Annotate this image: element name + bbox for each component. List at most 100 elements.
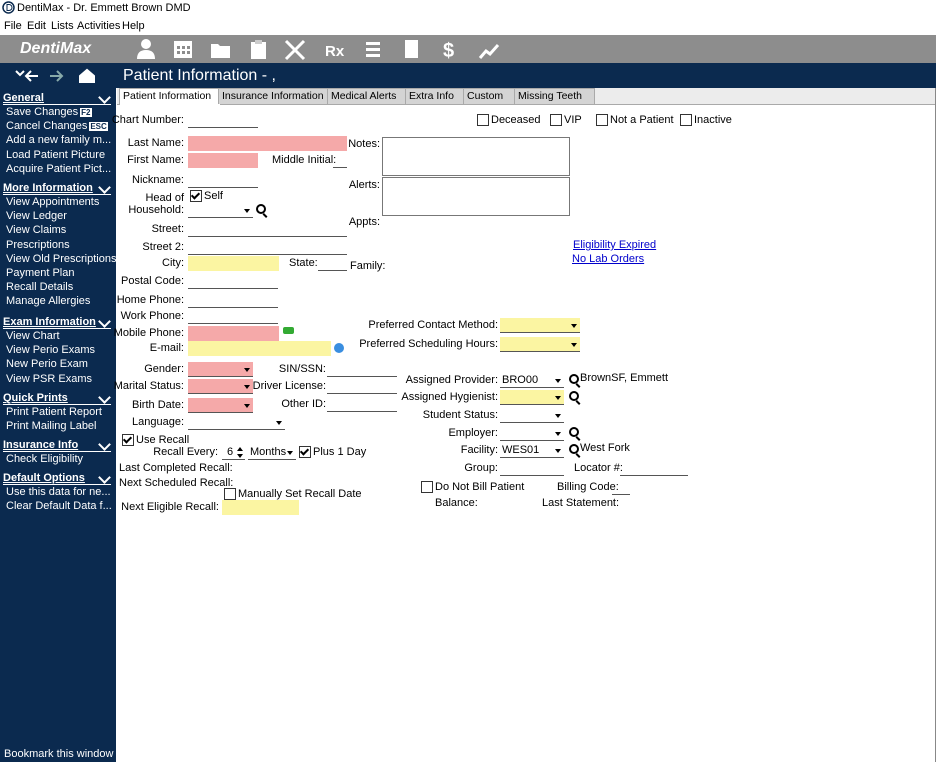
dropdown[interactable] <box>188 415 285 430</box>
checkbox[interactable] <box>477 114 489 126</box>
text-input[interactable] <box>188 153 258 168</box>
sidebar-item[interactable]: View Chart <box>6 329 60 343</box>
text-input[interactable] <box>188 309 278 324</box>
list-icon[interactable] <box>366 42 380 57</box>
text-input[interactable] <box>188 293 278 308</box>
sidebar-item[interactable]: Recall Details <box>6 280 73 294</box>
sidebar-item[interactable]: Payment Plan <box>6 266 74 280</box>
sidebar-item[interactable]: Load Patient Picture <box>6 148 105 162</box>
tools-icon[interactable] <box>284 39 306 61</box>
menu-item[interactable]: Help <box>122 20 145 32</box>
document-icon[interactable] <box>405 40 418 58</box>
ledger-icon[interactable]: $ <box>443 40 454 62</box>
tab[interactable]: Insurance Information <box>218 88 330 104</box>
sidebar-item[interactable]: New Perio Exam <box>6 357 88 371</box>
menu-item[interactable]: Activities <box>77 20 121 32</box>
dropdown[interactable] <box>248 445 296 460</box>
menu-item[interactable]: Edit <box>27 20 46 32</box>
sidebar-item[interactable]: Print Patient Report <box>6 405 102 419</box>
clipboard-icon[interactable] <box>251 40 266 59</box>
text-input[interactable] <box>188 222 347 237</box>
rx-icon[interactable]: Rx <box>325 43 345 60</box>
text-input[interactable] <box>327 397 397 412</box>
dropdown[interactable] <box>500 337 580 352</box>
search-button[interactable] <box>569 391 581 405</box>
search-button[interactable] <box>256 204 268 218</box>
sidebar-item[interactable]: Add a new family m... <box>6 133 111 147</box>
dropdown[interactable] <box>500 390 564 405</box>
text-input[interactable] <box>612 480 630 495</box>
sidebar-item[interactable]: Prescriptions <box>6 238 70 252</box>
bookmark-link[interactable]: Bookmark this window <box>4 748 114 760</box>
text-input[interactable] <box>318 256 347 271</box>
eligibility-link[interactable]: Eligibility Expired <box>573 239 657 251</box>
folder-icon[interactable] <box>211 44 230 58</box>
text-input[interactable] <box>188 240 347 255</box>
dropdown[interactable] <box>500 318 580 333</box>
text-input[interactable] <box>222 500 299 515</box>
text-input[interactable] <box>188 113 258 128</box>
sidebar-item[interactable]: Cancel Changes ESC <box>6 119 108 134</box>
checkbox[interactable] <box>550 114 562 126</box>
text-input[interactable] <box>188 274 278 289</box>
section-title[interactable]: Quick Prints <box>3 392 68 404</box>
text-input[interactable] <box>327 379 397 394</box>
sidebar-item[interactable]: View Appointments <box>6 195 99 209</box>
search-button[interactable] <box>569 444 581 458</box>
text-input[interactable] <box>188 256 279 271</box>
text-input[interactable] <box>188 173 258 188</box>
lab-orders-link[interactable]: No Lab Orders <box>572 253 645 265</box>
chart-icon[interactable] <box>478 44 500 59</box>
checkbox[interactable] <box>596 114 608 126</box>
tab[interactable]: Missing Teeth <box>514 88 595 104</box>
section-title[interactable]: Insurance Info <box>3 439 79 451</box>
chevron[interactable] <box>98 391 111 404</box>
checkbox[interactable] <box>122 434 134 446</box>
sidebar-item[interactable]: Acquire Patient Pict... <box>6 162 111 176</box>
text-input[interactable] <box>333 153 347 168</box>
checkbox[interactable] <box>680 114 692 126</box>
sidebar-item[interactable]: Clear Default Data f... <box>6 499 112 513</box>
calendar-icon[interactable] <box>174 41 192 58</box>
text-input[interactable] <box>188 326 279 341</box>
dropdown[interactable] <box>500 426 564 441</box>
chevron[interactable] <box>98 315 111 328</box>
sidebar-item[interactable]: View Old Prescriptions <box>6 252 116 266</box>
checkbox[interactable] <box>190 190 202 202</box>
chevron[interactable] <box>98 471 111 484</box>
dropdown[interactable] <box>188 203 253 218</box>
menu-item[interactable]: Lists <box>51 20 74 32</box>
nav-arrows[interactable] <box>14 67 96 85</box>
sidebar-item[interactable]: Check Eligibility <box>6 452 83 466</box>
sidebar-item[interactable]: Manage Allergies <box>6 294 90 308</box>
dropdown[interactable] <box>500 373 564 388</box>
tab[interactable]: Custom <box>463 88 517 104</box>
sidebar-item[interactable]: Save Changes F2 <box>6 105 92 120</box>
textarea[interactable] <box>382 137 570 176</box>
checkbox[interactable] <box>421 481 433 493</box>
text-input[interactable] <box>620 461 688 476</box>
sidebar-item[interactable]: View Ledger <box>6 209 67 223</box>
dropdown[interactable] <box>188 379 253 394</box>
dropdown[interactable] <box>500 443 564 458</box>
tab[interactable]: Patient Information <box>119 88 221 105</box>
sidebar-item[interactable]: View Claims <box>6 223 66 237</box>
text-input[interactable] <box>500 461 564 476</box>
section-title[interactable]: Default Options <box>3 472 85 484</box>
chevron[interactable] <box>98 181 111 194</box>
sidebar-item[interactable]: View PSR Exams <box>6 372 92 386</box>
section-title[interactable]: More Information <box>3 182 93 194</box>
checkbox[interactable] <box>224 488 236 500</box>
menu-item[interactable]: File <box>4 20 22 32</box>
sms-icon[interactable] <box>283 327 294 334</box>
text-input[interactable] <box>327 362 397 377</box>
text-input[interactable] <box>188 136 347 151</box>
textarea[interactable] <box>382 177 570 216</box>
chevron[interactable] <box>98 91 111 104</box>
section-title[interactable]: Exam Information <box>3 316 96 328</box>
email-icon[interactable] <box>334 343 344 353</box>
text-input[interactable] <box>222 445 245 460</box>
sidebar-item[interactable]: View Perio Exams <box>6 343 95 357</box>
search-button[interactable] <box>569 427 581 441</box>
dropdown[interactable] <box>188 398 253 413</box>
